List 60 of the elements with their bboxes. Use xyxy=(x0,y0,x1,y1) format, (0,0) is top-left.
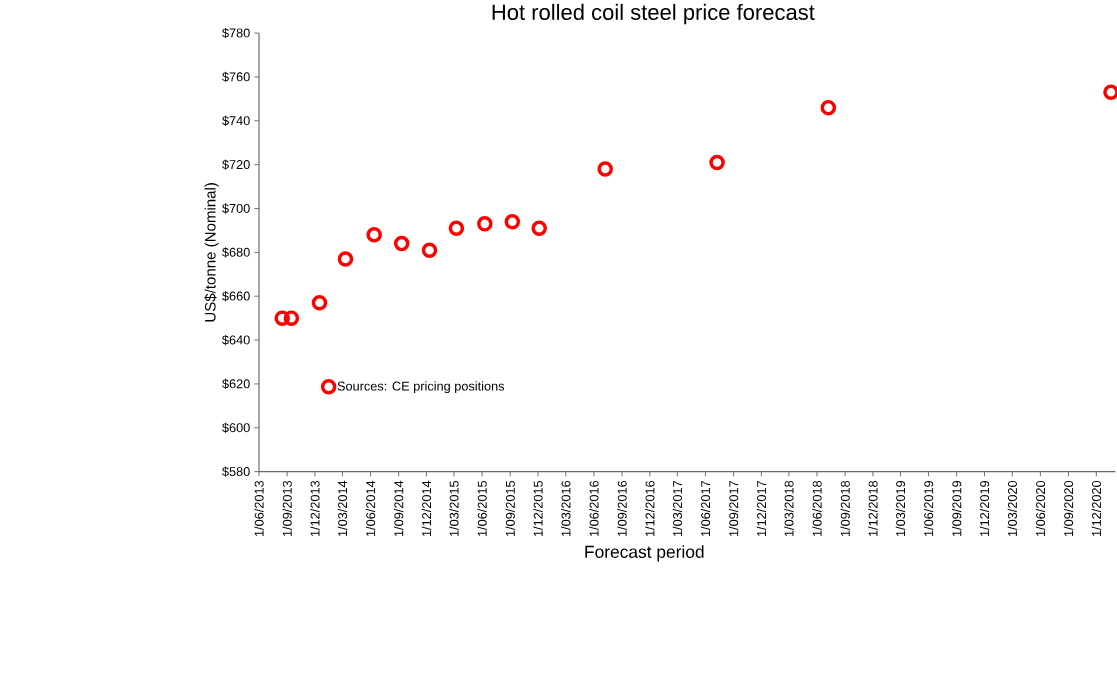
x-tick-label: 1/03/2018 xyxy=(784,480,794,537)
y-tick-label: $580 xyxy=(222,466,250,477)
x-tick-label: 1/06/2014 xyxy=(365,480,376,537)
x-tick-label: 1/06/2013 xyxy=(254,480,264,537)
point xyxy=(274,310,290,326)
x-tick-label: 1/12/2013 xyxy=(310,480,320,537)
point xyxy=(531,220,547,236)
y-axis-title: US$/tonne (Nominal) xyxy=(204,183,219,322)
x-tick-label: 1/03/2017 xyxy=(672,480,683,537)
legend-label: Sources: CE pricing positions xyxy=(337,381,505,394)
point xyxy=(820,99,837,116)
x-tick-label: 1/03/2015 xyxy=(449,480,459,537)
x-tick-label: 1/09/2016 xyxy=(617,480,627,537)
point xyxy=(597,161,613,177)
y-tick-label: $600 xyxy=(222,422,250,433)
x-tick-label: 1/12/2020 xyxy=(1091,480,1101,537)
y-tick-label: $640 xyxy=(222,334,250,346)
y-tick-label: $760 xyxy=(222,71,250,83)
y-tick-label: $700 xyxy=(222,203,250,214)
x-tick-label: 1/06/2020 xyxy=(1035,480,1046,537)
x-tick-label: 1/09/2018 xyxy=(840,480,850,537)
chart-title: Hot rolled coil steel price forecast xyxy=(492,3,815,25)
x-tick-label: 1/06/2015 xyxy=(477,480,487,537)
x-tick-label: 1/09/2014 xyxy=(393,480,404,537)
x-tick-label: 1/09/2013 xyxy=(282,480,292,537)
y-tick-label: $680 xyxy=(222,247,250,258)
x-tick-label: 1/09/2020 xyxy=(1063,480,1074,537)
y-tick-label: $660 xyxy=(222,291,250,302)
y-tick-label: $780 xyxy=(222,27,250,39)
x-tick-label: 1/06/2016 xyxy=(589,480,599,537)
x-tick-label: 1/12/2016 xyxy=(645,480,655,537)
x-tick-label: 1/12/2015 xyxy=(533,480,543,537)
point xyxy=(311,295,328,311)
x-tick-label: 1/09/2017 xyxy=(728,480,739,537)
point xyxy=(504,213,521,230)
x-tick-label: 1/09/2015 xyxy=(505,480,515,537)
x-tick-label: 1/12/2017 xyxy=(756,480,767,537)
point xyxy=(283,310,300,326)
x-tick-label: 1/09/2019 xyxy=(951,480,962,537)
x-tick-label: 1/06/2019 xyxy=(923,480,934,537)
x-tick-label: 1/06/2018 xyxy=(812,480,822,537)
point xyxy=(366,227,382,243)
x-tick-label: 1/12/2018 xyxy=(868,480,878,537)
x-tick-label: 1/12/2019 xyxy=(979,480,990,537)
point xyxy=(421,242,438,258)
point xyxy=(477,216,493,232)
y-tick-label: $620 xyxy=(222,378,250,390)
x-tick-label: 1/03/2019 xyxy=(895,480,906,537)
point xyxy=(448,220,465,236)
x-tick-label: 1/03/2020 xyxy=(1007,480,1017,537)
y-tick-label: $720 xyxy=(222,159,250,170)
x-tick-label: 1/12/2014 xyxy=(421,480,432,537)
point xyxy=(393,235,410,252)
x-tick-label: 1/03/2014 xyxy=(337,480,348,537)
x-tick-label: 1/03/2016 xyxy=(561,480,571,537)
y-tick-label: $740 xyxy=(222,115,250,126)
point xyxy=(709,154,725,171)
x-tick-label: 1/06/2017 xyxy=(700,480,711,537)
x-axis-title: Forecast period xyxy=(585,545,704,562)
point xyxy=(337,251,354,267)
